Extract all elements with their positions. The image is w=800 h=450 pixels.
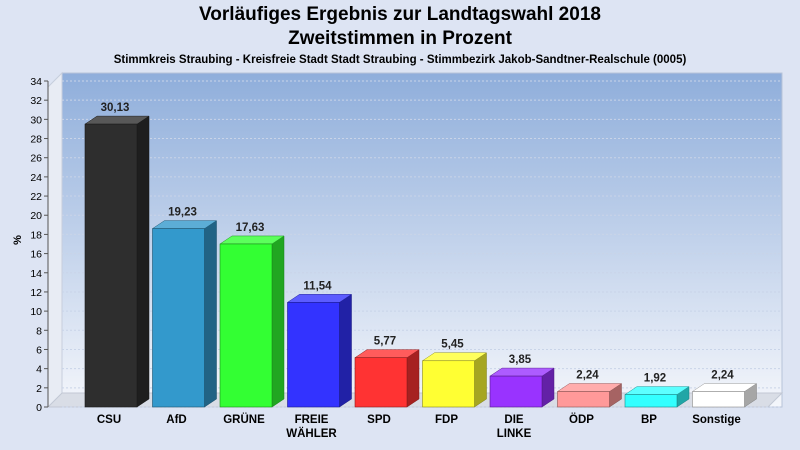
y-tick-label: 8: [36, 325, 42, 337]
data-label: 30,13: [101, 102, 130, 114]
bar-side: [474, 352, 487, 408]
bar: [557, 391, 610, 408]
bar-side: [339, 293, 352, 408]
category-label: LINKE: [497, 428, 532, 440]
y-tick-label: 30: [30, 114, 42, 126]
data-label: 3,85: [509, 354, 532, 366]
y-tick-label: 6: [36, 344, 42, 356]
category-label: Sonstige: [692, 414, 741, 426]
y-tick-label: 34: [30, 76, 42, 88]
data-label: 1,92: [644, 373, 666, 385]
category-label: AfD: [166, 414, 186, 426]
bar: [489, 375, 543, 408]
y-tick-label: 26: [30, 153, 42, 165]
y-tick-label: 12: [30, 287, 42, 299]
data-label: 17,63: [236, 222, 265, 234]
category-label: WÄHLER: [286, 427, 337, 440]
chart-caption: Stimmkreis Straubing - Kreisfreie Stadt …: [113, 54, 687, 66]
category-label: BP: [641, 414, 657, 426]
left-wall: [47, 71, 63, 408]
bar-side: [271, 235, 285, 408]
y-tick-label: 10: [30, 306, 42, 318]
y-tick-label: 14: [30, 268, 42, 280]
bar: [152, 228, 205, 408]
category-label: FDP: [435, 414, 458, 426]
y-tick-label: 16: [30, 249, 42, 261]
y-tick-label: 20: [30, 210, 42, 222]
bar-side: [406, 349, 420, 408]
y-axis-title: %: [12, 235, 24, 245]
category-label: SPD: [367, 414, 391, 426]
bar: [692, 391, 745, 408]
bar: [287, 302, 340, 408]
bar-side: [204, 220, 217, 408]
bar: [624, 394, 678, 408]
chart-subtitle: Zweitstimmen in Prozent: [288, 28, 512, 49]
y-tick-label: 4: [36, 364, 42, 376]
y-tick-label: 28: [30, 134, 42, 146]
bar: [219, 243, 273, 408]
bar: [422, 360, 475, 408]
bar: [354, 357, 408, 408]
data-label: 5,77: [374, 336, 396, 348]
data-label: 19,23: [168, 207, 197, 219]
category-label: DIE: [504, 414, 524, 426]
y-tick-label: 2: [36, 383, 42, 395]
y-tick-label: 0: [36, 402, 42, 414]
data-label: 2,24: [711, 370, 734, 382]
category-label: FREIE: [295, 414, 329, 426]
y-tick-label: 24: [30, 172, 42, 184]
data-label: 2,24: [576, 370, 599, 382]
bar: [84, 123, 138, 408]
category-label: GRÜNE: [223, 413, 265, 426]
category-label: CSU: [97, 414, 121, 426]
data-label: 11,54: [303, 280, 332, 292]
chart-title: Vorläufiges Ergebnis zur Landtagswahl 20…: [199, 4, 601, 25]
y-tick-label: 22: [30, 191, 42, 203]
data-label: 5,45: [441, 339, 464, 351]
category-label: ÖDP: [569, 413, 594, 426]
bar-side: [136, 115, 150, 408]
y-tick-label: 32: [30, 95, 42, 107]
y-tick-label: 18: [30, 229, 42, 241]
